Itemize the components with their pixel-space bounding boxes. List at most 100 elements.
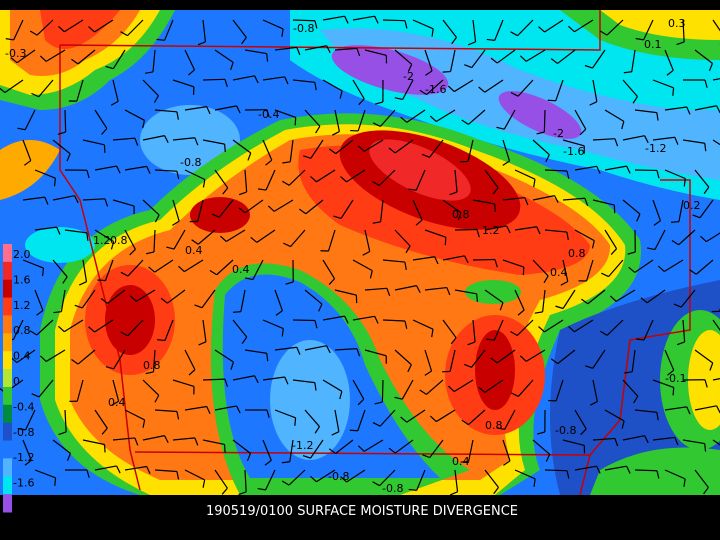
wind-barb [113, 349, 126, 370]
wind-barb [484, 469, 499, 488]
wind-barb [289, 139, 294, 162]
wind-barb [112, 49, 126, 69]
wind-barb [364, 287, 387, 291]
wind-barb-flag [29, 330, 38, 336]
wind-barb-flag [333, 215, 342, 220]
contour-labels: -0.8 -2 -1.6 -2 -1.6 -1.2 -0.8 -0.4 0.8 … [5, 17, 701, 495]
wind-barb [45, 49, 66, 62]
wind-barb [544, 229, 567, 233]
wind-barb [107, 289, 126, 304]
wind-barb [424, 349, 433, 372]
wind-barb [592, 49, 606, 69]
wind-barb-flag [670, 221, 679, 223]
wind-barb [425, 379, 444, 395]
wind-barb [265, 469, 276, 491]
wind-barb-flag [499, 302, 504, 311]
wind-barb-flag [519, 55, 527, 62]
wind-barb [172, 379, 195, 388]
wind-barb [712, 78, 720, 81]
wind-barb-flag [704, 143, 707, 152]
wind-barb [502, 439, 511, 462]
wind-barb [316, 469, 336, 483]
wind-barb-flag [328, 278, 335, 286]
wind-barb [664, 469, 686, 480]
wind-barb [604, 109, 625, 122]
wind-barb [394, 49, 413, 65]
wind-barb-flag [623, 71, 632, 74]
wind-barb [22, 196, 45, 201]
wind-barb-flag [408, 488, 417, 491]
wind-barb [152, 49, 156, 72]
wind-barb [304, 409, 320, 427]
wind-barb-flag [555, 305, 564, 310]
wind-barb-flag [160, 297, 168, 304]
wind-barb [449, 349, 456, 372]
wind-barb-flag [446, 287, 451, 296]
wind-barb [154, 259, 174, 273]
wind-barb-flag [17, 127, 26, 131]
wind-barb [604, 165, 627, 171]
wind-barb-flag [188, 69, 195, 76]
wind-barb [153, 229, 156, 253]
wind-barb [34, 226, 57, 231]
wind-barb-flag [404, 20, 408, 29]
wind-barb [183, 259, 204, 273]
wind-barb [252, 259, 264, 280]
wind-barb [394, 285, 417, 291]
wind-barb [142, 379, 160, 396]
wind-barb-flag [224, 144, 226, 153]
wind-barb [12, 319, 24, 341]
wind-barb [34, 469, 56, 479]
wind-barb-flag [621, 420, 625, 429]
wind-barb-flag [519, 355, 527, 362]
wind-barb [352, 15, 375, 21]
wind-barb-flag [429, 115, 437, 122]
wind-barb-flag [408, 188, 417, 191]
wind-barb-flag [533, 478, 536, 487]
wind-barb-flag [284, 76, 289, 85]
wind-barb-flag [285, 281, 294, 285]
wind-barb [154, 469, 177, 473]
wind-barb-flag [314, 82, 317, 91]
wind-barb [429, 139, 444, 158]
wind-barb [694, 349, 714, 364]
wind-barb-flag [145, 371, 154, 375]
wind-barb-flag [188, 369, 196, 376]
wind-barb-flag [339, 391, 343, 400]
wind-barb-flag [700, 235, 707, 243]
wind-barb [380, 199, 384, 222]
wind-barb [484, 225, 507, 231]
wind-barb-flag [442, 70, 451, 73]
wind-barb-flag [39, 355, 47, 362]
wind-barb [471, 349, 486, 368]
colorbar-label: 0.8 [13, 324, 31, 337]
wind-barb-flag [674, 437, 679, 446]
wind-barb [406, 409, 426, 423]
wind-barb [705, 232, 720, 243]
wind-barb [322, 15, 345, 21]
wind-barb [378, 169, 396, 186]
wind-barb-flag [166, 246, 175, 250]
colorbar-swatch [3, 404, 12, 424]
wind-barb-flag [247, 152, 252, 161]
wind-barb [622, 379, 639, 397]
colorbar: 2.0 1.6 1.2 0.8 0.4 0 -0.4 -0.8 -1.2 -1.6 [3, 244, 34, 513]
wind-barb [494, 19, 504, 41]
wind-barb [154, 109, 177, 113]
wind-barb-flag [110, 241, 115, 250]
wind-barb [124, 409, 145, 421]
contour-label: 1.2 [482, 224, 500, 237]
wind-barb-flag [708, 63, 714, 72]
caption: 190519/0100 SURFACE MOISTURE DIVERGENCE [206, 504, 518, 519]
wind-barb [197, 199, 204, 222]
wind-barb [694, 105, 717, 111]
wind-barb [154, 169, 177, 172]
colorbar-swatch [3, 440, 12, 459]
wind-barb-flag [467, 41, 476, 46]
wind-barb [574, 319, 594, 333]
wind-barb [379, 469, 396, 487]
wind-barb-flag [421, 153, 430, 158]
colorbar-label: -0.8 [13, 426, 34, 439]
wind-barb [64, 109, 67, 133]
wind-barb [442, 19, 457, 38]
